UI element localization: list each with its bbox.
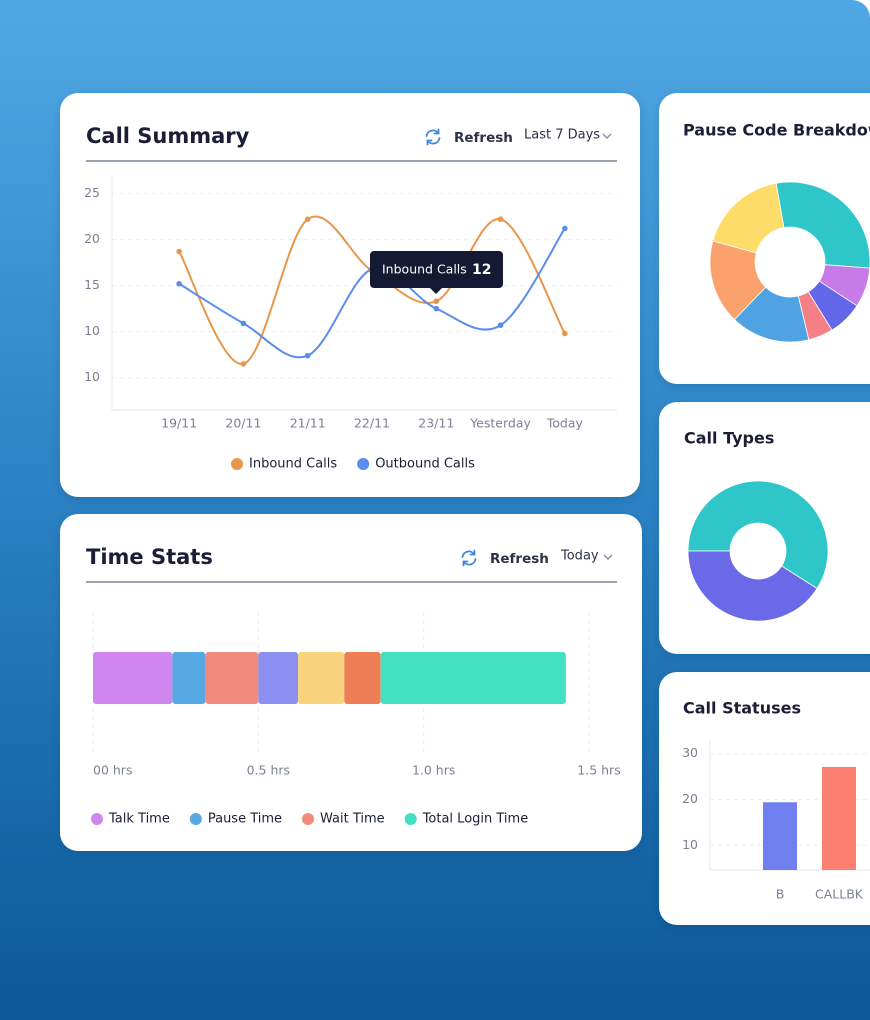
- refresh-button[interactable]: Refresh: [490, 551, 549, 567]
- card-background: [659, 672, 870, 925]
- line-point: [433, 305, 440, 312]
- legend-label: Wait Time: [320, 812, 385, 827]
- refresh-icon[interactable]: [461, 549, 477, 567]
- x-tick-label: 21/11: [290, 416, 326, 431]
- y-tick-label: 20: [84, 231, 100, 246]
- y-tick-label: 20: [682, 791, 698, 806]
- tooltip-label: Inbound Calls: [382, 262, 467, 277]
- x-tick-label: Today: [546, 416, 584, 431]
- legend-swatch: [357, 458, 370, 470]
- legend-swatch: [302, 813, 315, 825]
- x-tick-label: 0.5 hrs: [247, 763, 290, 778]
- x-tick-label: 19/11: [161, 416, 197, 431]
- card: Pause Code Breakdown: [659, 93, 870, 384]
- x-tick-label: 20/11: [225, 416, 261, 431]
- line-point: [240, 320, 247, 327]
- x-tick-label: CALLBK: [815, 887, 864, 902]
- bar-segment: [205, 652, 259, 704]
- y-tick-label: 10: [84, 323, 100, 338]
- refresh-arrow: [433, 128, 440, 135]
- refresh-icon[interactable]: [425, 128, 441, 146]
- line-point: [240, 361, 247, 367]
- line-point: [176, 280, 182, 287]
- bar-segment: [258, 652, 299, 704]
- x-tick-label: 23/11: [418, 416, 454, 431]
- card: Call Statuses 10 20 30 B CALLBK: [659, 672, 870, 925]
- pie-slice: [687, 480, 829, 590]
- refresh-arrow: [462, 560, 469, 567]
- refresh-arc: [461, 550, 476, 558]
- line-point: [433, 298, 440, 305]
- refresh-arc: [426, 137, 441, 145]
- legend-label: Pause Time: [208, 812, 282, 827]
- x-tick-label: 1.0 hrs: [412, 763, 455, 778]
- legend-label: Talk Time: [108, 812, 170, 827]
- bar-segment: [93, 652, 173, 704]
- y-tick-label: 25: [84, 185, 100, 200]
- y-tick-label: 15: [84, 277, 100, 292]
- card-title: Call Summary: [86, 124, 250, 148]
- card-title: Pause Code Breakdown: [683, 121, 870, 140]
- line-point: [497, 216, 504, 223]
- x-tick-label: 22/11: [354, 416, 390, 431]
- refresh-button[interactable]: Refresh: [454, 130, 513, 146]
- y-tick-label: 30: [682, 745, 698, 760]
- line-point: [304, 216, 311, 223]
- dropdown-chevron[interactable]: [603, 554, 613, 560]
- bar: [822, 767, 856, 870]
- x-tick-label: B: [776, 887, 785, 902]
- line-point: [497, 322, 504, 329]
- card-title: Call Statuses: [683, 699, 801, 718]
- line-point: [176, 248, 182, 255]
- refresh-arc: [425, 129, 440, 137]
- x-tick-label: 00 hrs: [93, 763, 132, 778]
- tooltip-box: [370, 251, 503, 294]
- y-tick-label: 10: [84, 369, 100, 384]
- tooltip: Inbound Calls 12: [370, 251, 503, 294]
- dropdown-chevron[interactable]: [602, 133, 612, 139]
- legend-swatch: [231, 458, 243, 470]
- refresh-arc: [462, 558, 477, 566]
- legend-label: Total Login Time: [422, 812, 529, 827]
- bar-segment: [172, 652, 206, 704]
- bar-segment: [298, 652, 345, 704]
- legend-swatch: [189, 813, 202, 825]
- x-tick-label: Yesterday: [469, 416, 531, 431]
- tooltip-value: 12: [472, 262, 491, 278]
- bar: [763, 802, 797, 870]
- card-title: Call Types: [684, 429, 774, 448]
- range-dropdown[interactable]: Today: [560, 549, 599, 564]
- y-tick-label: 10: [682, 837, 698, 852]
- pie-slice: [687, 550, 818, 622]
- card: Time Stats Refresh Today 00 hrs 0.5 hrs 1.0 h…: [60, 514, 642, 851]
- legend-swatch: [91, 813, 103, 825]
- pie-slice: [712, 182, 785, 254]
- legend-label: Outbound Calls: [375, 457, 475, 472]
- x-tick-label: 1.5 hrs: [577, 763, 620, 778]
- bar-segment: [344, 652, 381, 704]
- legend-swatch: [404, 813, 417, 825]
- card: Call Summary Refresh Last 7 Days 10 10 15 20 25…: [60, 93, 640, 497]
- card-title: Time Stats: [86, 545, 213, 569]
- refresh-arrow: [469, 549, 476, 556]
- line-point: [562, 330, 568, 337]
- range-dropdown[interactable]: Last 7 Days: [524, 128, 600, 143]
- legend-label: Inbound Calls: [249, 457, 337, 472]
- refresh-arrow: [426, 139, 433, 146]
- card: Call Types: [659, 402, 870, 654]
- line-point: [304, 352, 311, 359]
- line-point: [562, 225, 568, 232]
- bar-segment: [380, 652, 566, 704]
